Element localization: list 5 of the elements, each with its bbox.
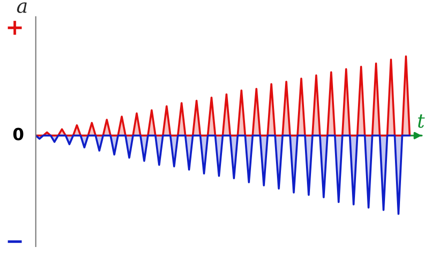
- text: 0: [13, 128, 24, 140]
- x-axis-title: t: [418, 114, 425, 128]
- y-axis-title: a: [17, 2, 27, 14]
- text: −: [8, 240, 22, 243]
- text: +: [8, 20, 22, 35]
